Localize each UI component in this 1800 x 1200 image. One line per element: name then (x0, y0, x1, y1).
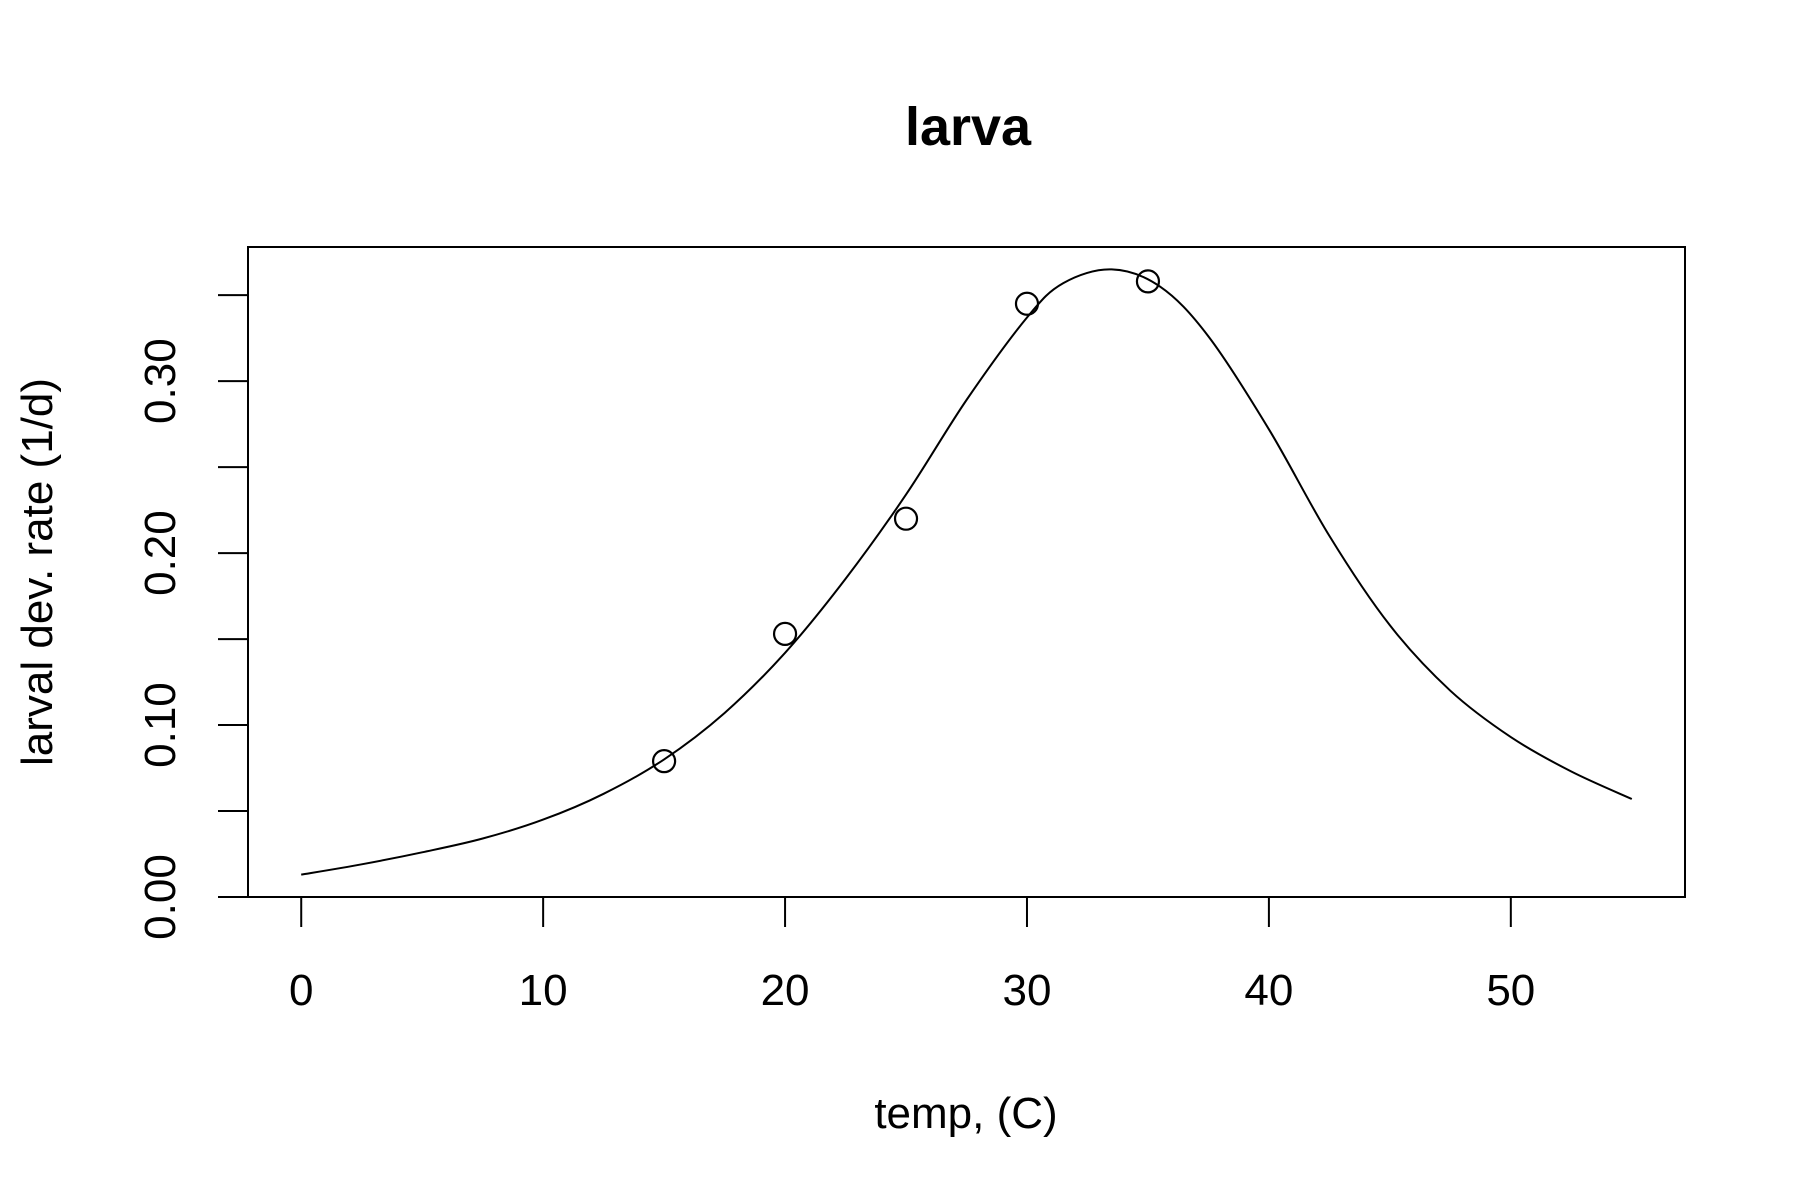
y-tick-label: 0.20 (136, 510, 185, 596)
data-point (652, 749, 677, 774)
x-tick-label: 50 (1486, 966, 1535, 1015)
y-tick-label: 0.00 (136, 854, 185, 940)
x-tick-label: 20 (761, 966, 810, 1015)
x-tick-label: 0 (289, 966, 313, 1015)
series-layer (301, 268, 1633, 876)
y-tick-label: 0.30 (136, 338, 185, 424)
plot-area (247, 246, 1686, 898)
y-axis: 0.00 0.10 0.20 0.30 (136, 294, 249, 940)
data-point (893, 506, 919, 531)
chart-title: larva (905, 97, 1032, 157)
data-point (772, 621, 798, 647)
x-axis: 0 10 20 30 40 50 (289, 896, 1535, 1015)
fitted-curve (301, 268, 1633, 876)
data-point (1135, 269, 1161, 294)
x-tick-label: 30 (1003, 966, 1052, 1015)
x-axis-label: temp, (C) (874, 1089, 1057, 1138)
x-tick-label: 40 (1244, 966, 1293, 1015)
x-tick-label: 10 (519, 966, 568, 1015)
y-tick-label: 0.10 (136, 682, 185, 768)
data-point (1014, 291, 1040, 316)
y-axis-label: larval dev. rate (1/d) (13, 378, 62, 766)
